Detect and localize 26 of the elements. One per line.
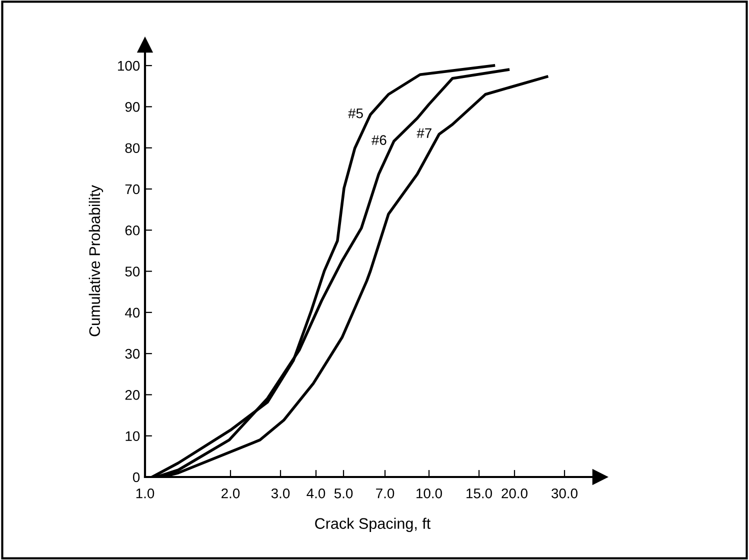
x-tick-label: 30.0 — [552, 488, 578, 498]
y-tick-label: 40 — [125, 308, 140, 318]
x-tick-label: 5.0 — [334, 488, 353, 498]
x-tick-label: 1.0 — [136, 488, 154, 498]
y-tick-label: 0 — [132, 472, 140, 482]
x-tick-label: 7.0 — [376, 488, 394, 498]
x-tick-label: 20.0 — [502, 488, 528, 498]
y-tick-label: 20 — [125, 390, 140, 400]
y-tick-label: 60 — [125, 225, 140, 236]
series-label: #5 — [348, 108, 363, 118]
series-label: #6 — [372, 135, 386, 146]
y-tick-label: 50 — [125, 266, 140, 276]
y-tick-label: 100 — [118, 60, 140, 71]
y-tick-label: 90 — [125, 102, 140, 112]
x-tick-label: 4.0 — [306, 488, 326, 498]
y-tick-label: 30 — [125, 348, 140, 359]
y-axis-title: Cumulative Probability — [88, 185, 104, 336]
y-tick-label: 10 — [126, 431, 140, 442]
series-label: #7 — [416, 128, 432, 138]
x-tick-label: 2.0 — [222, 488, 240, 498]
y-tick-label: 70 — [125, 184, 140, 194]
x-axis-title: Crack Spacing, ft — [315, 518, 431, 532]
x-tick-label: 15.0 — [466, 488, 492, 498]
x-tick-label: 3.0 — [271, 488, 290, 498]
y-tick-label: 80 — [125, 143, 140, 154]
x-tick-label: 10.0 — [416, 488, 442, 498]
